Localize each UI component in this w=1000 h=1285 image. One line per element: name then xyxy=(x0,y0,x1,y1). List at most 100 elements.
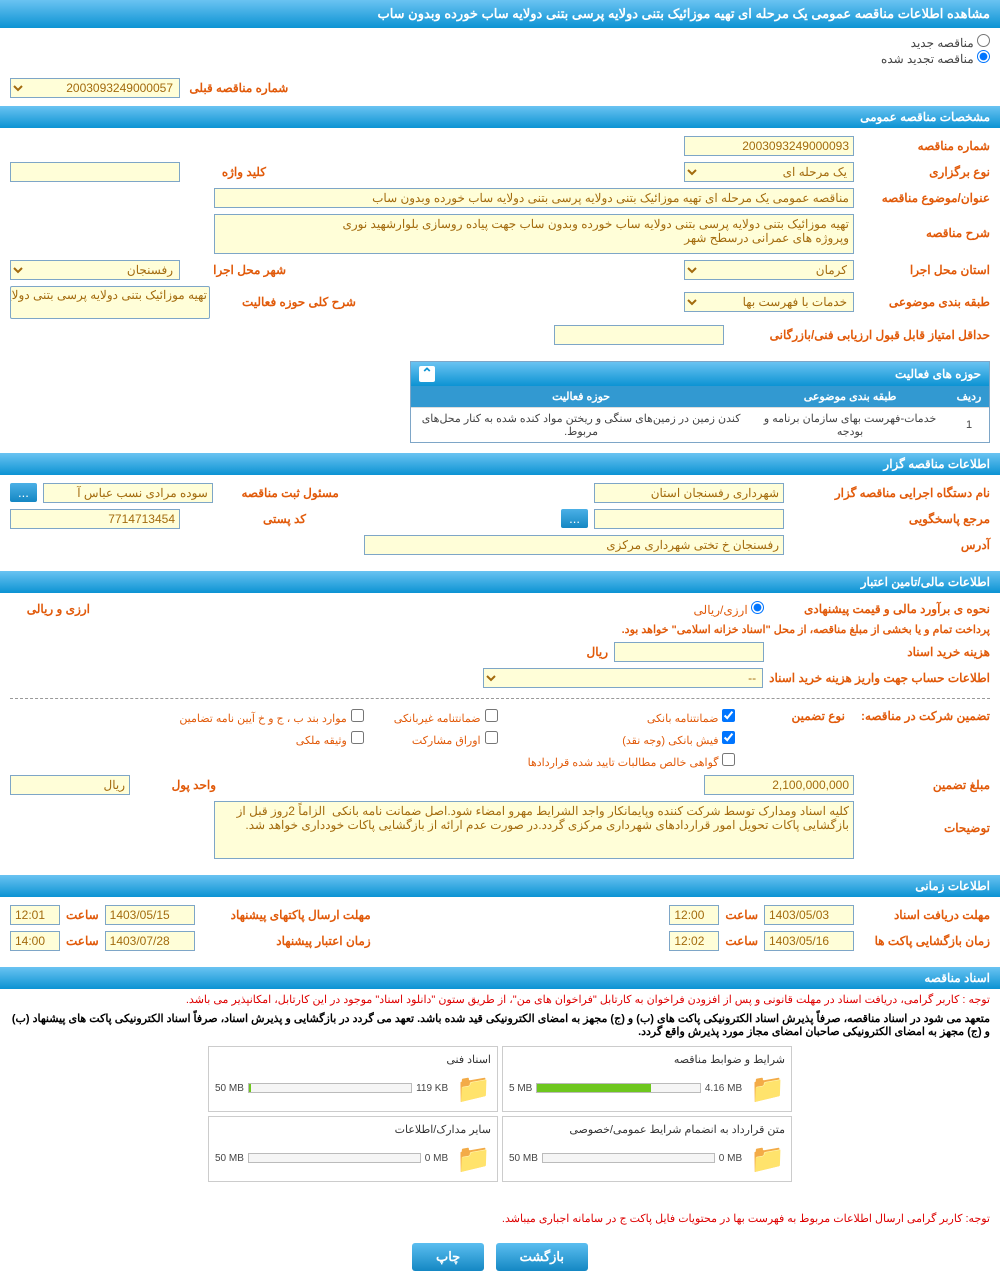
account-info-select[interactable]: -- xyxy=(483,668,763,688)
col-scope: حوزه فعالیت xyxy=(411,386,751,408)
activity-scope-select[interactable]: تهیه موزائیک بتنی دولایه پرسی بتنی دولای… xyxy=(10,286,210,319)
tender-type-radios: مناقصه جدید مناقصه تجدید شده xyxy=(0,28,1000,72)
amount-label: مبلغ تضمین xyxy=(860,778,990,792)
doc-panel-1-total: 5 MB xyxy=(509,1083,532,1094)
gt-cash-label[interactable]: فیش بانکی (وجه نقد) xyxy=(528,731,736,747)
exec-device-input[interactable] xyxy=(594,483,784,503)
folder-icon: 📁 xyxy=(456,1072,491,1105)
radio-new[interactable] xyxy=(977,34,990,47)
collapse-icon[interactable]: ⌃ xyxy=(419,366,435,382)
gt-securities-label[interactable]: اوراق مشارکت xyxy=(394,731,498,747)
explain-label: توضیحات xyxy=(860,801,990,835)
gt-securities-text: اوراق مشارکت xyxy=(412,735,481,747)
section-organizer-header: اطلاعات مناقصه گزار xyxy=(0,453,1000,475)
print-button[interactable]: چاپ xyxy=(412,1243,484,1271)
doc-panel-1-title: شرایط و ضوابط مناقصه xyxy=(509,1053,785,1066)
activity-table-header: حوزه های فعالیت ⌃ xyxy=(411,362,989,386)
province-select[interactable]: کرمان xyxy=(684,260,854,280)
reg-officer-input[interactable] xyxy=(43,483,213,503)
min-score-input[interactable] xyxy=(554,325,724,345)
gt-nonbank-label[interactable]: ضمانتنامه غیربانکی xyxy=(394,709,498,725)
tender-number-input[interactable] xyxy=(684,136,854,156)
gt-nonbank-checkbox[interactable] xyxy=(485,709,498,722)
gt-securities-checkbox[interactable] xyxy=(485,731,498,744)
doc-panel-1-progress xyxy=(536,1083,701,1093)
doc-panels: شرایط و ضوابط مناقصه 📁 5 MB 4.16 MB اسنا… xyxy=(0,1040,1000,1188)
currency-type-label: ارزی و ریالی xyxy=(10,602,90,616)
hour-label-4: ساعت xyxy=(66,934,99,948)
responsible-lookup-button[interactable]: ... xyxy=(561,509,588,528)
gt-realestate-label[interactable]: وثیقه ملکی xyxy=(179,731,363,747)
section-general-body: شماره مناقصه نوع برگزاری یک مرحله ای کلی… xyxy=(0,128,1000,451)
description-textarea[interactable] xyxy=(214,214,854,254)
validity-label: زمان اعتبار پیشنهاد xyxy=(201,934,371,948)
holding-type-select[interactable]: یک مرحله ای xyxy=(684,162,854,182)
opening-time-input[interactable] xyxy=(669,931,719,951)
folder-icon: 📁 xyxy=(750,1142,785,1175)
radio-renewed-text: مناقصه تجدید شده xyxy=(881,52,974,66)
unit-input[interactable] xyxy=(10,775,130,795)
gt-cash-checkbox[interactable] xyxy=(722,731,735,744)
gt-cases-label[interactable]: موارد بند ب ، ج و خ آیین نامه تضامین xyxy=(179,709,363,725)
account-info-label: اطلاعات حساب جهت واریز هزینه خرید اسناد xyxy=(769,671,990,685)
unit-label: واحد پول xyxy=(136,778,216,792)
prev-number-select[interactable]: 2003093249000057 xyxy=(10,78,180,98)
currency-radio-text: ارزی/ریالی xyxy=(694,603,748,617)
postal-code-input[interactable] xyxy=(10,509,180,529)
activity-table-box: حوزه های فعالیت ⌃ ردیف طبقه بندی موضوعی … xyxy=(410,361,990,443)
subject-class-select[interactable]: خدمات با فهرست بها xyxy=(684,292,854,312)
participation-guarantee-label: تضمین شرکت در مناقصه: xyxy=(861,709,990,723)
gt-cases-text: موارد بند ب ، ج و خ آیین نامه تضامین xyxy=(179,713,346,725)
explain-textarea[interactable] xyxy=(214,801,854,859)
doc-panel-2-progress xyxy=(248,1083,412,1093)
opening-date-input[interactable] xyxy=(764,931,854,951)
tender-title-input[interactable] xyxy=(214,188,854,208)
doc-panel-2: اسناد فنی 📁 50 MB 119 KB xyxy=(208,1046,498,1112)
address-input[interactable] xyxy=(364,535,784,555)
back-button[interactable]: بازگشت xyxy=(496,1243,588,1271)
opening-label: زمان بازگشایی پاکت ها xyxy=(860,934,990,948)
guarantee-checkbox-grid: ضمانتنامه بانکی فیش بانکی (وجه نقد) گواه… xyxy=(179,709,735,769)
hour-label-2: ساعت xyxy=(66,908,99,922)
currency-radio[interactable] xyxy=(751,601,764,614)
validity-date-input[interactable] xyxy=(105,931,195,951)
bottom-buttons: بازگشت چاپ xyxy=(0,1229,1000,1285)
proposal-send-date-input[interactable] xyxy=(105,905,195,925)
doc-panel-4-used: 0 MB xyxy=(425,1153,448,1164)
doc-panel-3-total: 50 MB xyxy=(509,1153,538,1164)
gt-cert-label[interactable]: گواهی خالص مطالبات تایید شده قراردادها xyxy=(528,753,736,769)
doc-receive-date-input[interactable] xyxy=(764,905,854,925)
gt-bank-label[interactable]: ضمانتنامه بانکی xyxy=(528,709,736,725)
col-row: ردیف xyxy=(949,386,989,408)
validity-time-input[interactable] xyxy=(10,931,60,951)
gt-cases-checkbox[interactable] xyxy=(351,709,364,722)
doc-panel-3-progress xyxy=(542,1153,715,1163)
gt-realestate-checkbox[interactable] xyxy=(351,731,364,744)
radio-renewed-label[interactable]: مناقصه تجدید شده xyxy=(881,50,990,66)
gt-bank-text: ضمانتنامه بانکی xyxy=(647,713,719,725)
province-label: استان محل اجرا xyxy=(860,263,990,277)
proposal-send-time-input[interactable] xyxy=(10,905,60,925)
section-documents-header: اسناد مناقصه xyxy=(0,967,1000,989)
doc-receive-time-input[interactable] xyxy=(669,905,719,925)
reg-officer-label: مسئول ثبت مناقصه xyxy=(219,486,339,500)
doc-fee-input[interactable] xyxy=(614,642,764,662)
doc-fee-label: هزینه خرید اسناد xyxy=(770,645,990,659)
responsible-input[interactable] xyxy=(594,509,784,529)
city-select[interactable]: رفسنجان xyxy=(10,260,180,280)
proposal-send-label: مهلت ارسال پاکتهای پیشنهاد xyxy=(201,908,371,922)
amount-input[interactable] xyxy=(704,775,854,795)
keyword-input[interactable] xyxy=(10,162,180,182)
reg-officer-lookup-button[interactable]: ... xyxy=(10,483,37,502)
gt-bank-checkbox[interactable] xyxy=(722,709,735,722)
city-label: شهر محل اجرا xyxy=(186,263,286,277)
doc-panel-1: شرایط و ضوابط مناقصه 📁 5 MB 4.16 MB xyxy=(502,1046,792,1112)
section-financial-body: نحوه ی برآورد مالی و قیمت پیشنهادی ارزی/… xyxy=(0,593,1000,873)
radio-new-label[interactable]: مناقصه جدید xyxy=(911,34,990,50)
radio-renewed[interactable] xyxy=(977,50,990,63)
gt-cert-checkbox[interactable] xyxy=(722,753,735,766)
page-title: مشاهده اطلاعات مناقصه عمومی یک مرحله ای … xyxy=(0,0,1000,28)
folder-icon: 📁 xyxy=(750,1072,785,1105)
radio-new-text: مناقصه جدید xyxy=(911,36,974,50)
currency-radio-label[interactable]: ارزی/ریالی xyxy=(694,601,764,617)
